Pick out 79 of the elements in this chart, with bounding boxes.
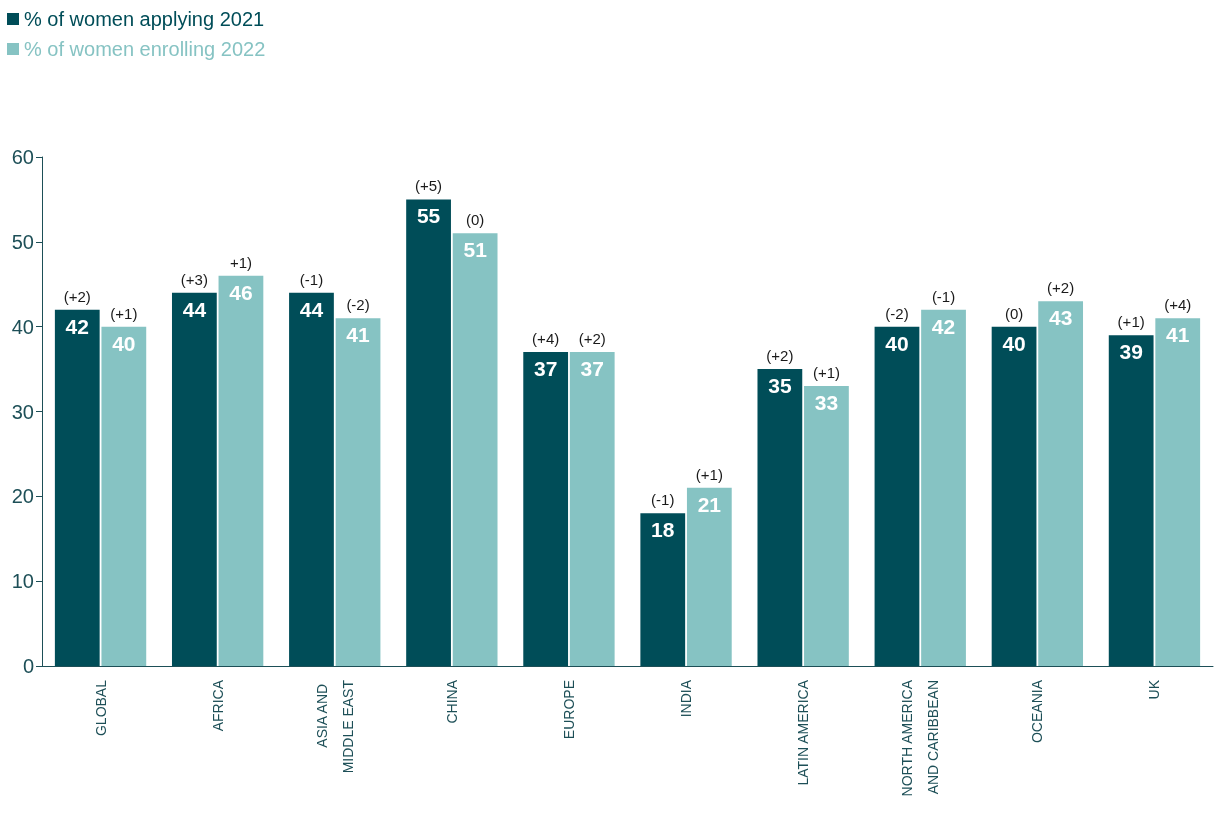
data-label: 42 (931, 314, 956, 338)
annotation: (+1) (812, 364, 840, 382)
bar (921, 309, 966, 666)
annotation: (+5) (415, 177, 443, 195)
annotation: (-1) (651, 491, 675, 509)
x-tick-label: AFRICA (209, 679, 226, 732)
data-label: 44 (182, 297, 207, 321)
y-tick-label: 20 (11, 485, 34, 508)
x-tick-label: NORTH AMERICA AND CARIBBEAN (899, 679, 942, 798)
annotation: (+4) (532, 330, 560, 348)
x-tick-label: GLOBAL (92, 679, 109, 737)
annotation: (-1) (299, 270, 324, 288)
bar (335, 318, 381, 666)
data-label: 39 (1119, 340, 1143, 364)
bar (686, 487, 732, 666)
y-tick-label: 60 (11, 146, 34, 168)
annotation: (-2) (885, 304, 909, 322)
annotation: (0) (465, 211, 485, 229)
data-label: 21 (697, 492, 722, 516)
bar (406, 199, 451, 666)
bar (640, 513, 686, 666)
annotation: (+2) (63, 287, 91, 305)
bar (289, 292, 334, 666)
data-label: 37 (533, 357, 558, 381)
data-label: 43 (1048, 306, 1073, 330)
annotation: (+4) (1164, 296, 1192, 314)
x-tick-label: UK (1146, 679, 1163, 700)
bar (804, 386, 849, 666)
annotation: (+2) (578, 330, 606, 348)
y-tick-label: 30 (11, 400, 34, 423)
bar (101, 326, 147, 666)
bar (1108, 335, 1154, 666)
y-tick-label: 10 (11, 570, 34, 593)
annotation: (+1) (110, 304, 138, 322)
bar (171, 292, 217, 666)
bar (991, 326, 1037, 666)
data-label: 46 (229, 280, 253, 304)
annotation: +1) (229, 253, 252, 271)
bar (218, 275, 264, 666)
annotation: (-1) (931, 287, 956, 305)
data-label: 55 (416, 204, 441, 228)
x-tick-label: EUROPE (560, 680, 577, 740)
annotation: (+2) (766, 347, 794, 365)
annotation: (+3) (180, 270, 208, 288)
annotation: (+1) (695, 465, 723, 483)
bar (1155, 318, 1201, 666)
x-tick-label: INDIA (678, 679, 695, 718)
data-label: 44 (299, 297, 324, 321)
x-tick-label: CHINA (443, 679, 460, 724)
data-label: 41 (346, 323, 371, 347)
bar (523, 352, 569, 666)
y-tick-label: 50 (11, 230, 34, 253)
data-label: 35 (768, 374, 792, 398)
annotation: (+1) (1117, 313, 1145, 331)
bar (874, 326, 920, 666)
annotation: (+2) (1047, 279, 1075, 297)
legend-label: % of women applying 2021 (24, 8, 265, 30)
data-label: 37 (580, 357, 604, 381)
data-label: 41 (1166, 323, 1190, 347)
annotation: (-2) (346, 296, 370, 314)
y-tick-label: 40 (11, 315, 34, 338)
data-label: 33 (814, 391, 839, 415)
data-label: 40 (112, 331, 136, 355)
annotation: (0) (1004, 304, 1024, 322)
x-tick-label: LATIN AMERICA (795, 679, 812, 786)
bar (569, 352, 615, 666)
x-tick-label: ASIA AND MIDDLE EAST (313, 679, 356, 774)
data-label: 51 (463, 238, 488, 262)
y-tick-label: 0 (22, 655, 34, 677)
data-label: 40 (885, 331, 909, 355)
bar (757, 369, 803, 666)
bar (452, 233, 498, 666)
bar (1038, 301, 1084, 666)
legend-label: % of women enrolling 2022 (24, 38, 266, 60)
data-label: 42 (65, 314, 89, 338)
data-label: 18 (651, 518, 675, 542)
bar (54, 309, 100, 666)
x-tick-label: OCEANIA (1029, 679, 1046, 744)
data-label: 40 (1002, 331, 1026, 355)
